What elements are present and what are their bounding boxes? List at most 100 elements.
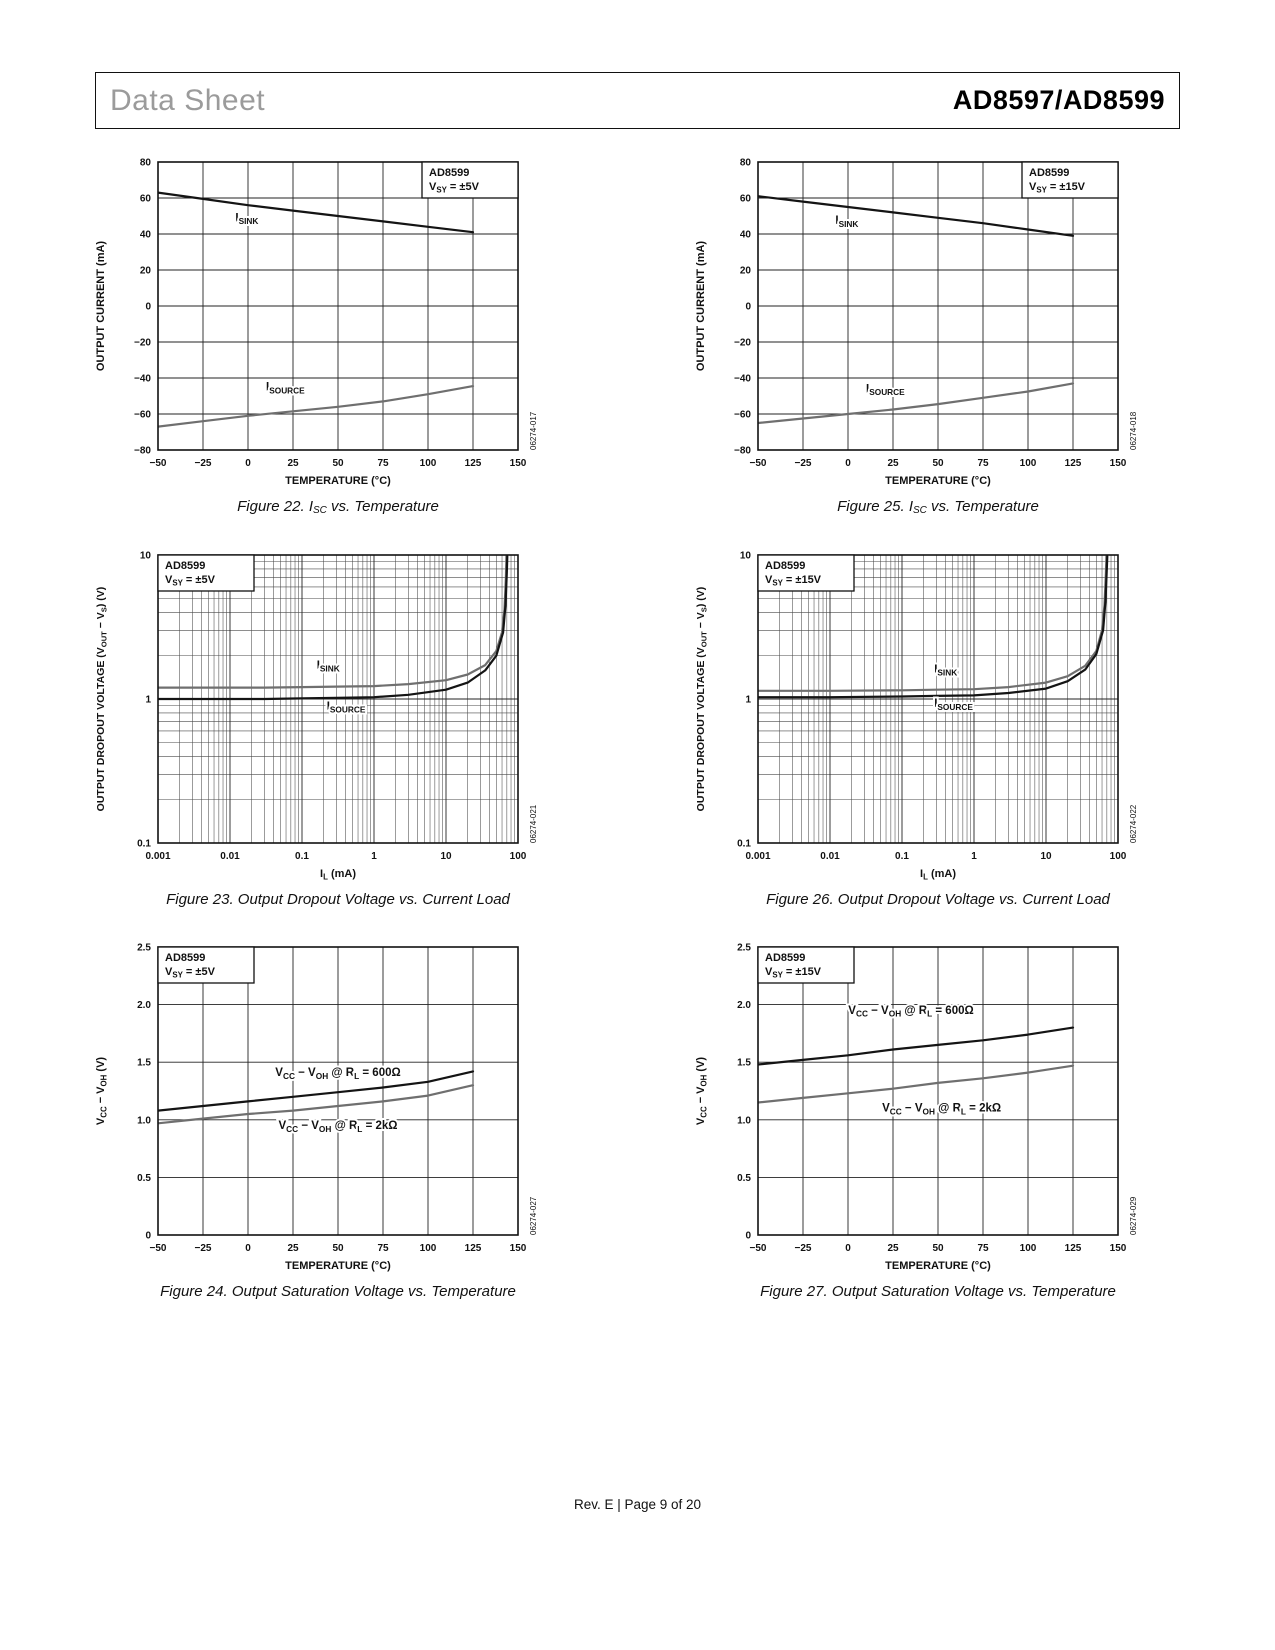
grid-major [757,946,1119,1236]
x-tick-label: 0.01 [220,851,240,862]
x-tick-label: 1 [371,851,377,862]
x-tick-label: 0.001 [745,851,770,862]
series-isource [158,555,509,701]
y-tick-label: −40 [734,374,751,385]
x-tick-label: 50 [332,458,344,469]
y-tick-label: 20 [740,266,752,277]
series-isource [758,382,1075,425]
x-axis-label: IL (mA) [920,868,956,882]
watermark-code: 06274-022 [1129,804,1138,843]
x-tick-label: 125 [1065,458,1082,469]
figure-caption: Figure 26. Output Dropout Voltage vs. Cu… [766,891,1110,908]
x-tick-label: 75 [377,1243,389,1254]
x-tick-label: 25 [287,458,299,469]
x-axis-label: TEMPERATURE (°C) [885,1260,991,1272]
y-tick-label: 0 [145,1231,151,1242]
series-label-r600: VCC − VOH @ RL = 600Ω [275,1067,400,1081]
y-axis-label: OUTPUT DROPOUT VOLTAGE (VOUT − VS) (V) [695,587,709,812]
x-tick-label: 25 [887,1243,899,1254]
y-axis-label: VCC − VOH (V) [95,1057,109,1126]
series-group [158,1070,475,1125]
y-tick-label: 80 [140,158,152,169]
y-tick-label: 1.0 [137,1115,151,1126]
x-tick-label: 0.01 [820,851,840,862]
x-tick-label: 10 [1040,851,1052,862]
annotation-line: VSY = ±15V [765,966,822,980]
x-tick-label: 0 [845,1243,851,1254]
x-tick-label: −25 [195,1243,212,1254]
x-tick-label: 100 [1110,851,1127,862]
series-label-isink: ISINK [835,215,858,229]
y-tick-label: 10 [140,551,152,562]
series-r600 [758,1026,1075,1066]
series-isink [158,191,475,234]
watermark-code: 06274-021 [529,804,538,843]
y-tick-label: 2.0 [737,1000,751,1011]
y-tick-label: 2.5 [137,943,151,954]
x-tick-label: 150 [510,1243,527,1254]
y-tick-label: −20 [734,338,751,349]
y-tick-label: −80 [734,446,751,457]
figure-caption: Figure 23. Output Dropout Voltage vs. Cu… [166,891,510,908]
plot-border [157,554,519,844]
series-label-isource: ISOURCE [266,382,305,396]
figures-grid: ISINK ISOURCE AD8599 VSY = ±5V −50 −25 0 25 50 75… [88,150,1188,1301]
figure-caption: Figure 25. ISC vs. Temperature [837,498,1039,516]
series-group [158,191,475,428]
y-tick-label: 20 [140,266,152,277]
series-label-isource: ISOURCE [934,698,973,712]
grid-major [157,946,519,1236]
y-axis-label: OUTPUT CURRENT (mA) [695,241,707,371]
annotation-box [157,554,255,592]
y-tick-label: 1.5 [737,1058,751,1069]
chart-fig27: VCC − VOH @ RL = 600Ω VCC − VOH @ RL = 2k… [695,943,1138,1273]
x-tick-label: 75 [977,1243,989,1254]
y-tick-label: 0.5 [137,1173,151,1184]
plot-border [157,161,519,451]
grid-major [757,161,1119,451]
y-tick-label: 40 [140,230,152,241]
watermark-code: 06274-029 [1129,1196,1138,1235]
annotation-box [1021,161,1119,199]
series-isource [158,385,475,428]
series-label-isource: ISOURCE [327,701,366,715]
x-tick-label: 100 [510,851,527,862]
x-tick-label: 25 [287,1243,299,1254]
series-group [758,555,1109,699]
figure-fig24: VCC − VOH @ RL = 600Ω VCC − VOH @ RL = 2k… [88,935,588,1301]
series-label-r600: VCC − VOH @ RL = 600Ω [848,1005,973,1019]
x-axis-label: TEMPERATURE (°C) [885,475,991,487]
annotation-box [757,554,855,592]
x-tick-label: −25 [795,458,812,469]
y-tick-label: 10 [740,551,752,562]
x-tick-label: 150 [1110,458,1127,469]
y-tick-label: 2.0 [137,1000,151,1011]
figure-fig25: ISINK ISOURCE AD8599 VSY = ±15V −50 −25 0 25 50 7… [688,150,1188,517]
annotation-line: VSY = ±5V [429,181,480,195]
x-tick-label: 10 [440,851,452,862]
watermark-code: 06274-018 [1129,411,1138,450]
x-tick-label: 25 [887,458,899,469]
series-r2k [158,1084,475,1125]
annotation-line: AD8599 [1029,167,1069,179]
series-isource [758,555,1109,699]
x-tick-label: 0 [845,458,851,469]
series-group [758,1026,1075,1104]
y-tick-label: 60 [740,194,752,205]
series-label-r2k: VCC − VOH @ RL = 2kΩ [278,1120,397,1134]
figure-caption: Figure 27. Output Saturation Voltage vs.… [760,1283,1116,1300]
annotation-line: AD8599 [765,560,805,572]
series-group [758,195,1075,425]
plot-border [757,946,1119,1236]
x-tick-label: 0 [245,458,251,469]
x-tick-label: 50 [932,1243,944,1254]
annotation-line: VSY = ±5V [165,574,216,588]
footer-text: Rev. E | Page 9 of 20 [573,1497,702,1512]
series-label-isink: ISINK [934,664,957,678]
x-tick-label: 125 [1065,1243,1082,1254]
x-tick-label: 100 [420,458,437,469]
x-tick-label: 0 [245,1243,251,1254]
y-tick-label: 1.0 [737,1115,751,1126]
x-tick-label: −50 [750,1243,767,1254]
